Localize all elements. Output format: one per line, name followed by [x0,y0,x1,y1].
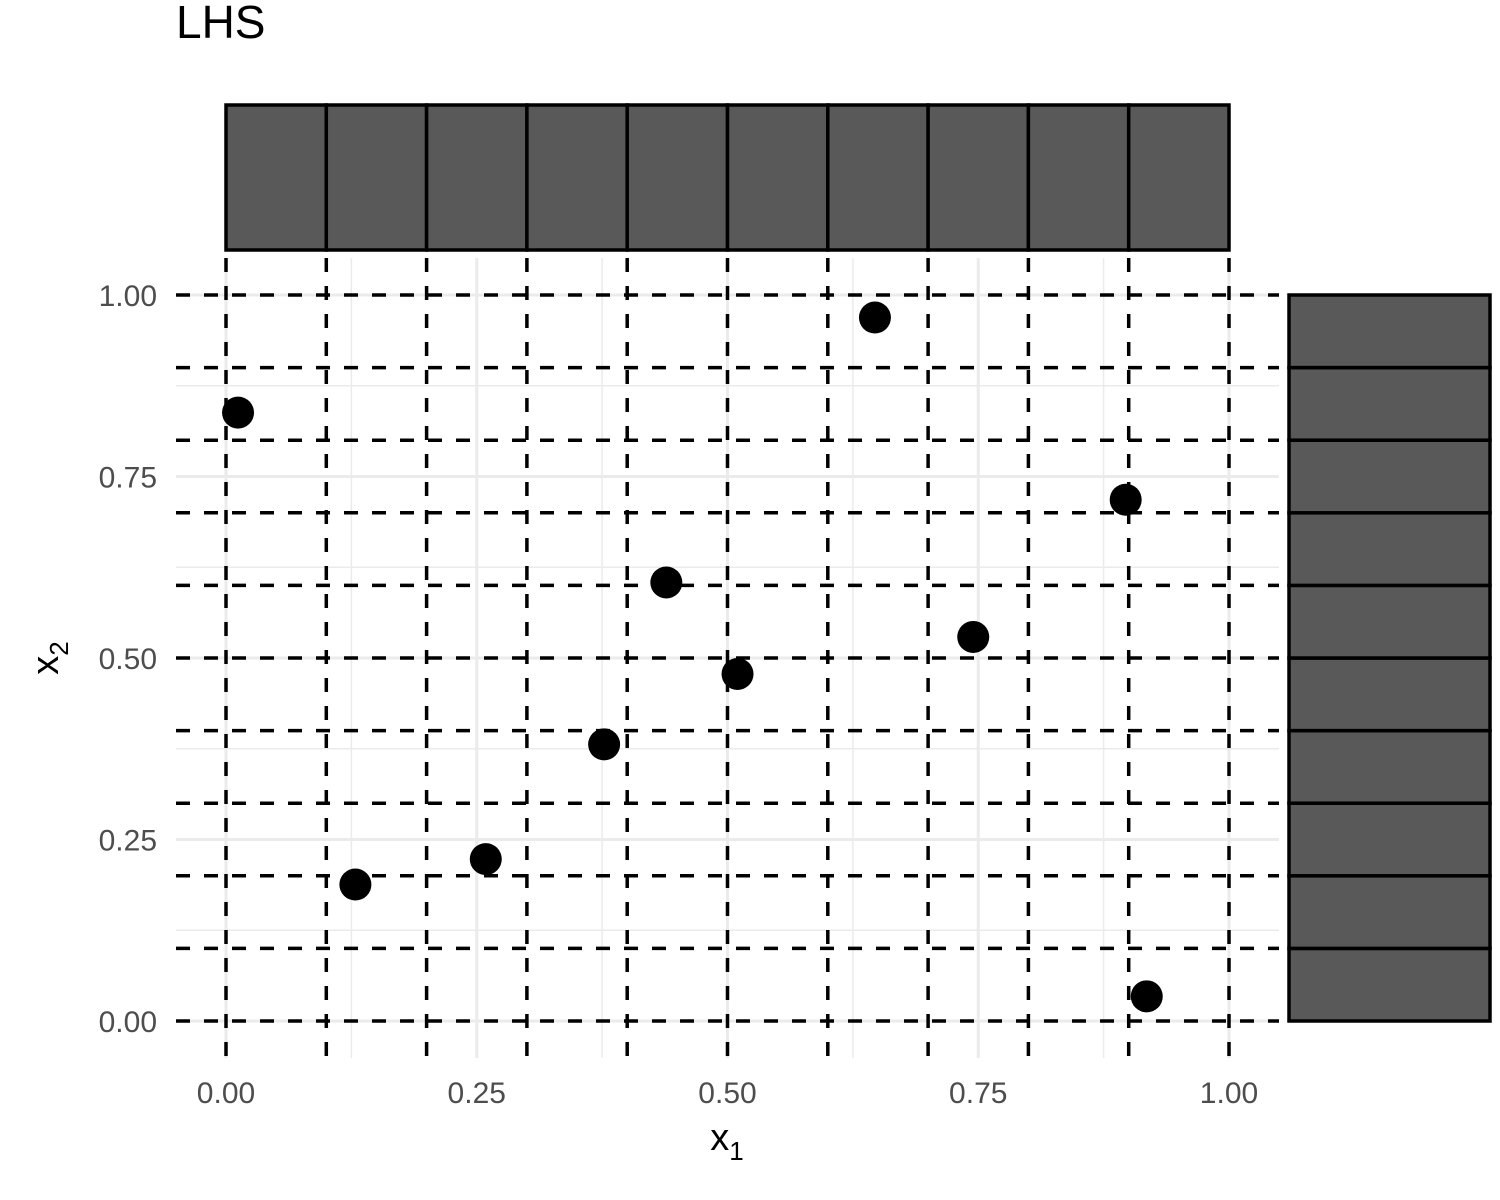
right-histogram-bar [1287,874,1492,951]
strata-dashed-lines [176,258,1279,1058]
top-histogram-bar [826,103,930,252]
x-tick-label: 0.50 [698,1077,756,1110]
y-tick-label: 0.75 [99,462,157,495]
y-tick-label: 0.00 [99,1006,157,1039]
right-histogram-bar [1287,801,1492,878]
sample-point [1109,483,1142,516]
chart-title: LHS [176,0,265,48]
sample-point [1130,980,1163,1013]
y-tick-label: 1.00 [99,280,157,313]
x-tick-label: 1.00 [1200,1077,1258,1110]
sample-point [650,566,683,599]
x-axis-label: x1 [710,1117,743,1166]
right-histogram-bar [1287,511,1492,588]
y-axis-label: x2 [25,641,74,674]
top-marginal-histogram [224,103,1231,252]
top-histogram-bar [1126,103,1231,252]
top-histogram-bar [324,103,429,252]
x-tick-label: 0.25 [448,1077,506,1110]
top-histogram-bar [224,103,329,252]
top-histogram-bar [625,103,730,252]
y-tick-label: 0.25 [99,825,157,858]
top-histogram-bar [424,103,529,252]
right-histogram-bar [1287,656,1492,733]
sample-point [469,843,502,876]
x-tick-label: 0.00 [197,1077,255,1110]
right-marginal-histogram [1287,293,1492,1023]
top-histogram-bar [1026,103,1131,252]
y-tick-label: 0.50 [99,643,157,676]
sample-point [222,396,255,429]
sample-points [222,301,1163,1013]
right-histogram-bar [1287,293,1492,370]
sample-point [957,620,990,653]
right-histogram-bar [1287,946,1492,1023]
right-histogram-bar [1287,438,1492,515]
x-axis-ticks: 0.00 0.25 0.50 0.75 1.00 [197,1077,1258,1110]
x-tick-label: 0.75 [949,1077,1007,1110]
sample-point [858,301,891,334]
y-axis-ticks: 0.00 0.25 0.50 0.75 1.00 [99,280,157,1039]
sample-point [339,868,372,901]
sample-point [721,657,754,690]
top-histogram-bar [725,103,830,252]
right-histogram-bar [1287,365,1492,442]
right-histogram-bar [1287,583,1492,660]
sample-point [588,728,621,761]
right-histogram-bar [1287,728,1492,805]
top-histogram-bar [525,103,629,252]
top-histogram-bar [926,103,1031,252]
